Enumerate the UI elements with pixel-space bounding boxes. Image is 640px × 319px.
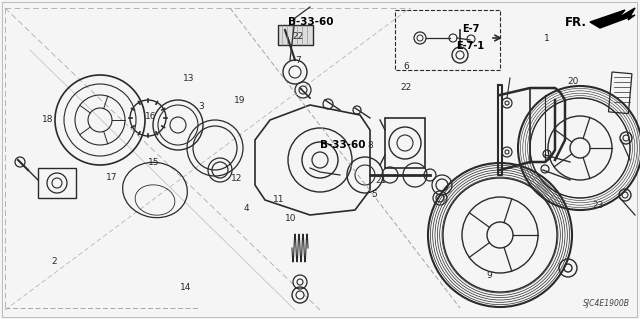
Text: E-7: E-7 (461, 24, 479, 34)
Text: 22: 22 (292, 32, 303, 41)
Text: 7: 7 (295, 56, 300, 65)
Text: 20: 20 (567, 77, 579, 86)
Polygon shape (590, 8, 635, 28)
Text: 2: 2 (52, 257, 57, 266)
Text: FR.: FR. (565, 16, 587, 29)
Text: 14: 14 (180, 283, 191, 292)
Text: B-33-60: B-33-60 (287, 17, 333, 27)
Text: 3: 3 (199, 102, 204, 111)
Text: 10: 10 (285, 214, 297, 223)
Text: 6: 6 (404, 63, 409, 71)
Text: 21: 21 (375, 176, 387, 185)
Text: 18: 18 (42, 115, 54, 124)
Text: E-7-1: E-7-1 (456, 41, 484, 51)
Text: 19: 19 (234, 96, 246, 105)
Text: 8: 8 (367, 141, 372, 150)
Text: 1: 1 (545, 34, 550, 43)
Text: 12: 12 (231, 174, 243, 183)
Bar (38, 168, 76, 198)
Text: 22: 22 (401, 83, 412, 92)
Text: 23: 23 (593, 201, 604, 210)
Bar (395, 10, 500, 70)
Text: 17: 17 (106, 173, 118, 182)
Text: 15: 15 (148, 158, 159, 167)
Text: B-33-60: B-33-60 (319, 140, 365, 150)
Bar (385, 118, 425, 168)
Bar (278, 25, 313, 45)
Bar (609, 72, 632, 114)
Text: 13: 13 (183, 74, 195, 83)
Text: 9: 9 (487, 271, 492, 280)
Text: 5: 5 (372, 190, 377, 199)
Text: 16: 16 (145, 112, 156, 121)
Text: SJC4E1900B: SJC4E1900B (583, 299, 630, 308)
Text: 4: 4 (244, 204, 249, 213)
Text: 11: 11 (273, 195, 284, 204)
